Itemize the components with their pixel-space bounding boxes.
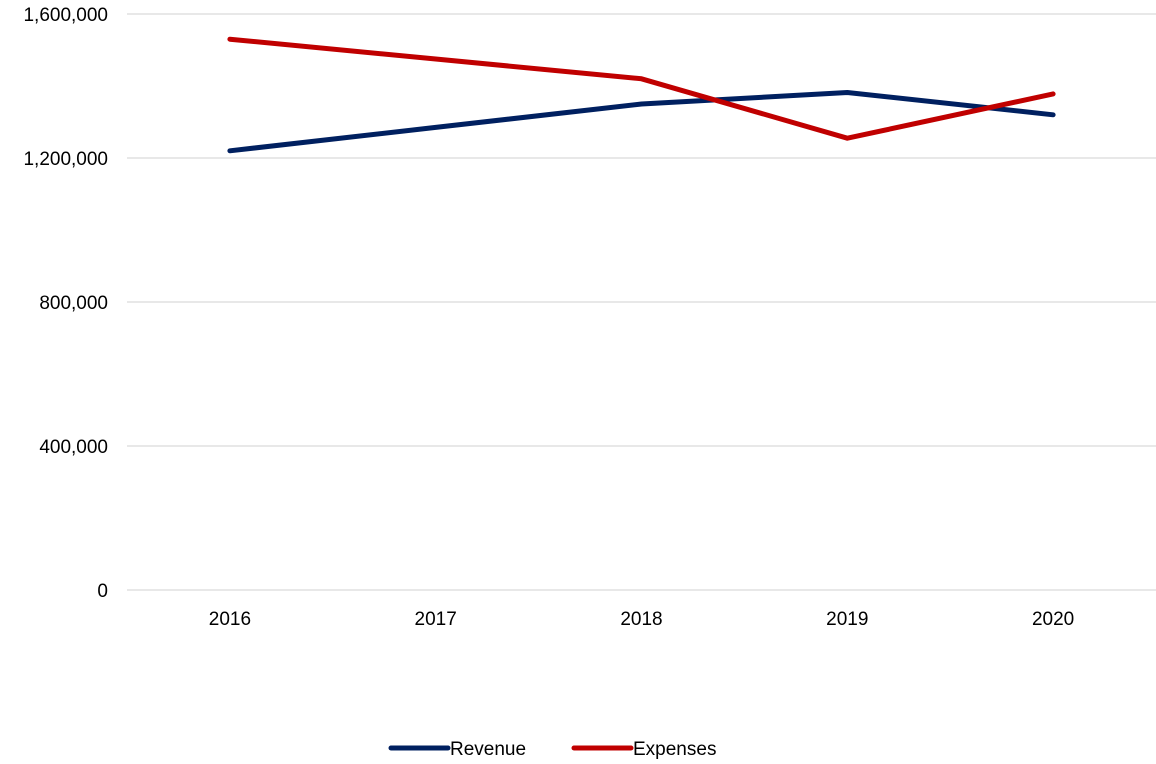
y-tick-label: 800,000 <box>39 293 108 314</box>
series-line-revenue <box>227 89 1056 154</box>
x-tick-label: 2020 <box>1032 609 1074 630</box>
series-lines <box>227 36 1056 154</box>
gridlines <box>127 13 1156 591</box>
legend: Revenue Expenses <box>388 739 716 760</box>
x-tick-label: 2018 <box>620 609 662 630</box>
series-line-expenses <box>227 36 1056 141</box>
x-tick-label: 2019 <box>826 609 868 630</box>
legend-label-expenses: Expenses <box>633 739 716 760</box>
y-tick-label: 400,000 <box>39 437 108 458</box>
x-axis-tick-labels: 2016 2017 2018 2019 2020 <box>209 609 1074 630</box>
y-tick-label: 1,600,000 <box>23 5 108 26</box>
x-tick-label: 2016 <box>209 609 251 630</box>
y-tick-label: 1,200,000 <box>23 149 108 170</box>
y-axis-tick-labels: 0 400,000 800,000 1,200,000 1,600,000 <box>23 5 108 602</box>
y-tick-label: 0 <box>97 581 108 602</box>
legend-label-revenue: Revenue <box>450 739 526 760</box>
x-tick-label: 2017 <box>415 609 457 630</box>
